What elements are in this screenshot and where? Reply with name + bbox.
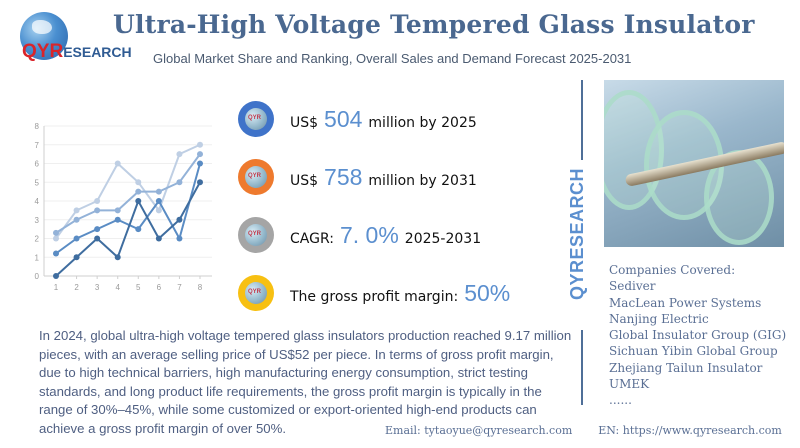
- x-tick-label: 5: [136, 283, 141, 292]
- data-point: [197, 141, 203, 148]
- data-point: [94, 198, 101, 204]
- y-tick-label: 2: [35, 235, 40, 244]
- stat-suffix: million by 2031: [368, 172, 477, 189]
- y-tick-label: 0: [35, 272, 40, 281]
- y-tick-label: 4: [35, 197, 40, 206]
- data-point: [155, 188, 162, 195]
- data-point: [176, 179, 183, 186]
- y-tick-label: 6: [35, 160, 40, 169]
- data-point: [135, 226, 142, 233]
- company-item: MacLean Power Systems: [609, 295, 762, 310]
- data-point: [155, 207, 162, 214]
- companies-heading: Companies Covered:: [609, 263, 736, 277]
- data-point: [94, 207, 101, 214]
- x-tick-label: 2: [74, 283, 79, 292]
- data-point: [73, 207, 80, 214]
- stat-value: 7. 0%: [339, 221, 399, 248]
- divider-bottom: [581, 330, 583, 405]
- series-line-series-3: [55, 163, 201, 255]
- company-item: Zhejiang Tailun Insulator: [609, 360, 763, 375]
- data-point: [114, 216, 121, 223]
- company-item: Sediver: [609, 279, 656, 294]
- qyresearch-logo: QYRESEARCH: [16, 8, 146, 68]
- data-point: [94, 235, 101, 242]
- company-item: UMEK: [609, 377, 650, 392]
- y-tick-label: 1: [35, 253, 40, 262]
- data-point: [155, 235, 162, 242]
- data-point: [135, 198, 142, 204]
- data-point: [114, 254, 121, 261]
- stat-suffix: million by 2025: [368, 114, 477, 131]
- company-item: Global Insulator Group (GIG): [609, 328, 787, 343]
- market-description: In 2024, global ultra-high voltage tempe…: [39, 328, 572, 436]
- x-tick-label: 3: [95, 283, 100, 292]
- vertical-brand-text: QYRESEARCH: [567, 167, 587, 300]
- data-point: [197, 160, 203, 167]
- company-item: Sichuan Yibin Global Group: [609, 344, 778, 359]
- contact-info: Email: tytaoyue@qyresearch.com EN: https:…: [385, 424, 800, 437]
- y-tick-label: 7: [35, 141, 40, 150]
- page-title: Ultra-High Voltage Tempered Glass Insula…: [113, 10, 755, 39]
- stat-suffix: 2025-2031: [404, 230, 482, 247]
- companies-list: Companies Covered: Sediver MacLean Power…: [609, 262, 786, 409]
- divider-top: [581, 80, 583, 160]
- data-point: [176, 216, 183, 223]
- stat-value: 504: [324, 105, 363, 132]
- line-chart-svg: 0 1 2 3 4 5 6 7 8 1 2 3 4 5 6 7 8: [35, 122, 212, 292]
- insulator-photo: [604, 80, 784, 247]
- data-point: [73, 254, 80, 261]
- data-point: [94, 226, 101, 233]
- contact-website[interactable]: EN: https://www.qyresearch.com: [598, 424, 782, 437]
- data-point: [176, 151, 183, 158]
- data-point: [155, 198, 162, 204]
- stat-cagr: QYR CAGR: 7. 0% 2025-2031: [238, 217, 482, 253]
- stat-prefix: CAGR:: [290, 230, 334, 247]
- data-point: [197, 179, 203, 186]
- data-point: [53, 235, 59, 242]
- series-line-series-2: [55, 153, 201, 234]
- data-point: [73, 235, 80, 242]
- company-item-more: ......: [609, 393, 632, 408]
- gray-globe-icon: QYR: [238, 217, 274, 253]
- x-tick-label: 1: [54, 283, 59, 292]
- stat-market-2031: QYR US$ 758 million by 2031: [238, 159, 477, 195]
- stat-value: 50%: [464, 279, 511, 306]
- page-subtitle: Global Market Share and Ranking, Overall…: [153, 51, 632, 66]
- series-line-series-1: [55, 143, 201, 240]
- x-tick-label: 8: [198, 283, 203, 292]
- data-point: [114, 207, 121, 214]
- stat-prefix: US$: [290, 114, 319, 131]
- data-point: [73, 216, 80, 223]
- data-point: [176, 235, 183, 242]
- stat-value: 758: [324, 163, 363, 190]
- stat-market-2025: QYR US$ 504 million by 2025: [238, 101, 477, 137]
- data-point: [135, 188, 142, 195]
- y-tick-label: 8: [35, 122, 40, 131]
- data-point: [53, 250, 59, 257]
- orange-globe-icon: QYR: [238, 159, 274, 195]
- stat-prefix: The gross profit margin:: [290, 288, 459, 305]
- data-point: [53, 229, 59, 236]
- stat-prefix: US$: [290, 172, 319, 189]
- logo-text: QYRESEARCH: [22, 41, 132, 62]
- x-tick-label: 6: [157, 283, 162, 292]
- blue-globe-icon: QYR: [238, 101, 274, 137]
- series-line-series-4: [55, 181, 201, 277]
- data-point: [114, 160, 121, 167]
- stat-gross-margin: QYR The gross profit margin: 50%: [238, 275, 516, 311]
- decorative-line-chart: 0 1 2 3 4 5 6 7 8 1 2 3 4 5 6 7 8: [28, 118, 218, 298]
- contact-email[interactable]: Email: tytaoyue@qyresearch.com: [385, 424, 573, 437]
- y-tick-label: 3: [35, 216, 40, 225]
- yellow-globe-icon: QYR: [238, 275, 274, 311]
- y-tick-label: 5: [35, 178, 40, 187]
- globe-icon: [20, 12, 68, 60]
- company-item: Nanjing Electric: [609, 311, 709, 326]
- data-point: [197, 151, 203, 158]
- x-tick-label: 4: [115, 283, 120, 292]
- x-tick-label: 7: [177, 283, 182, 292]
- data-point: [135, 179, 142, 186]
- data-point: [53, 273, 59, 279]
